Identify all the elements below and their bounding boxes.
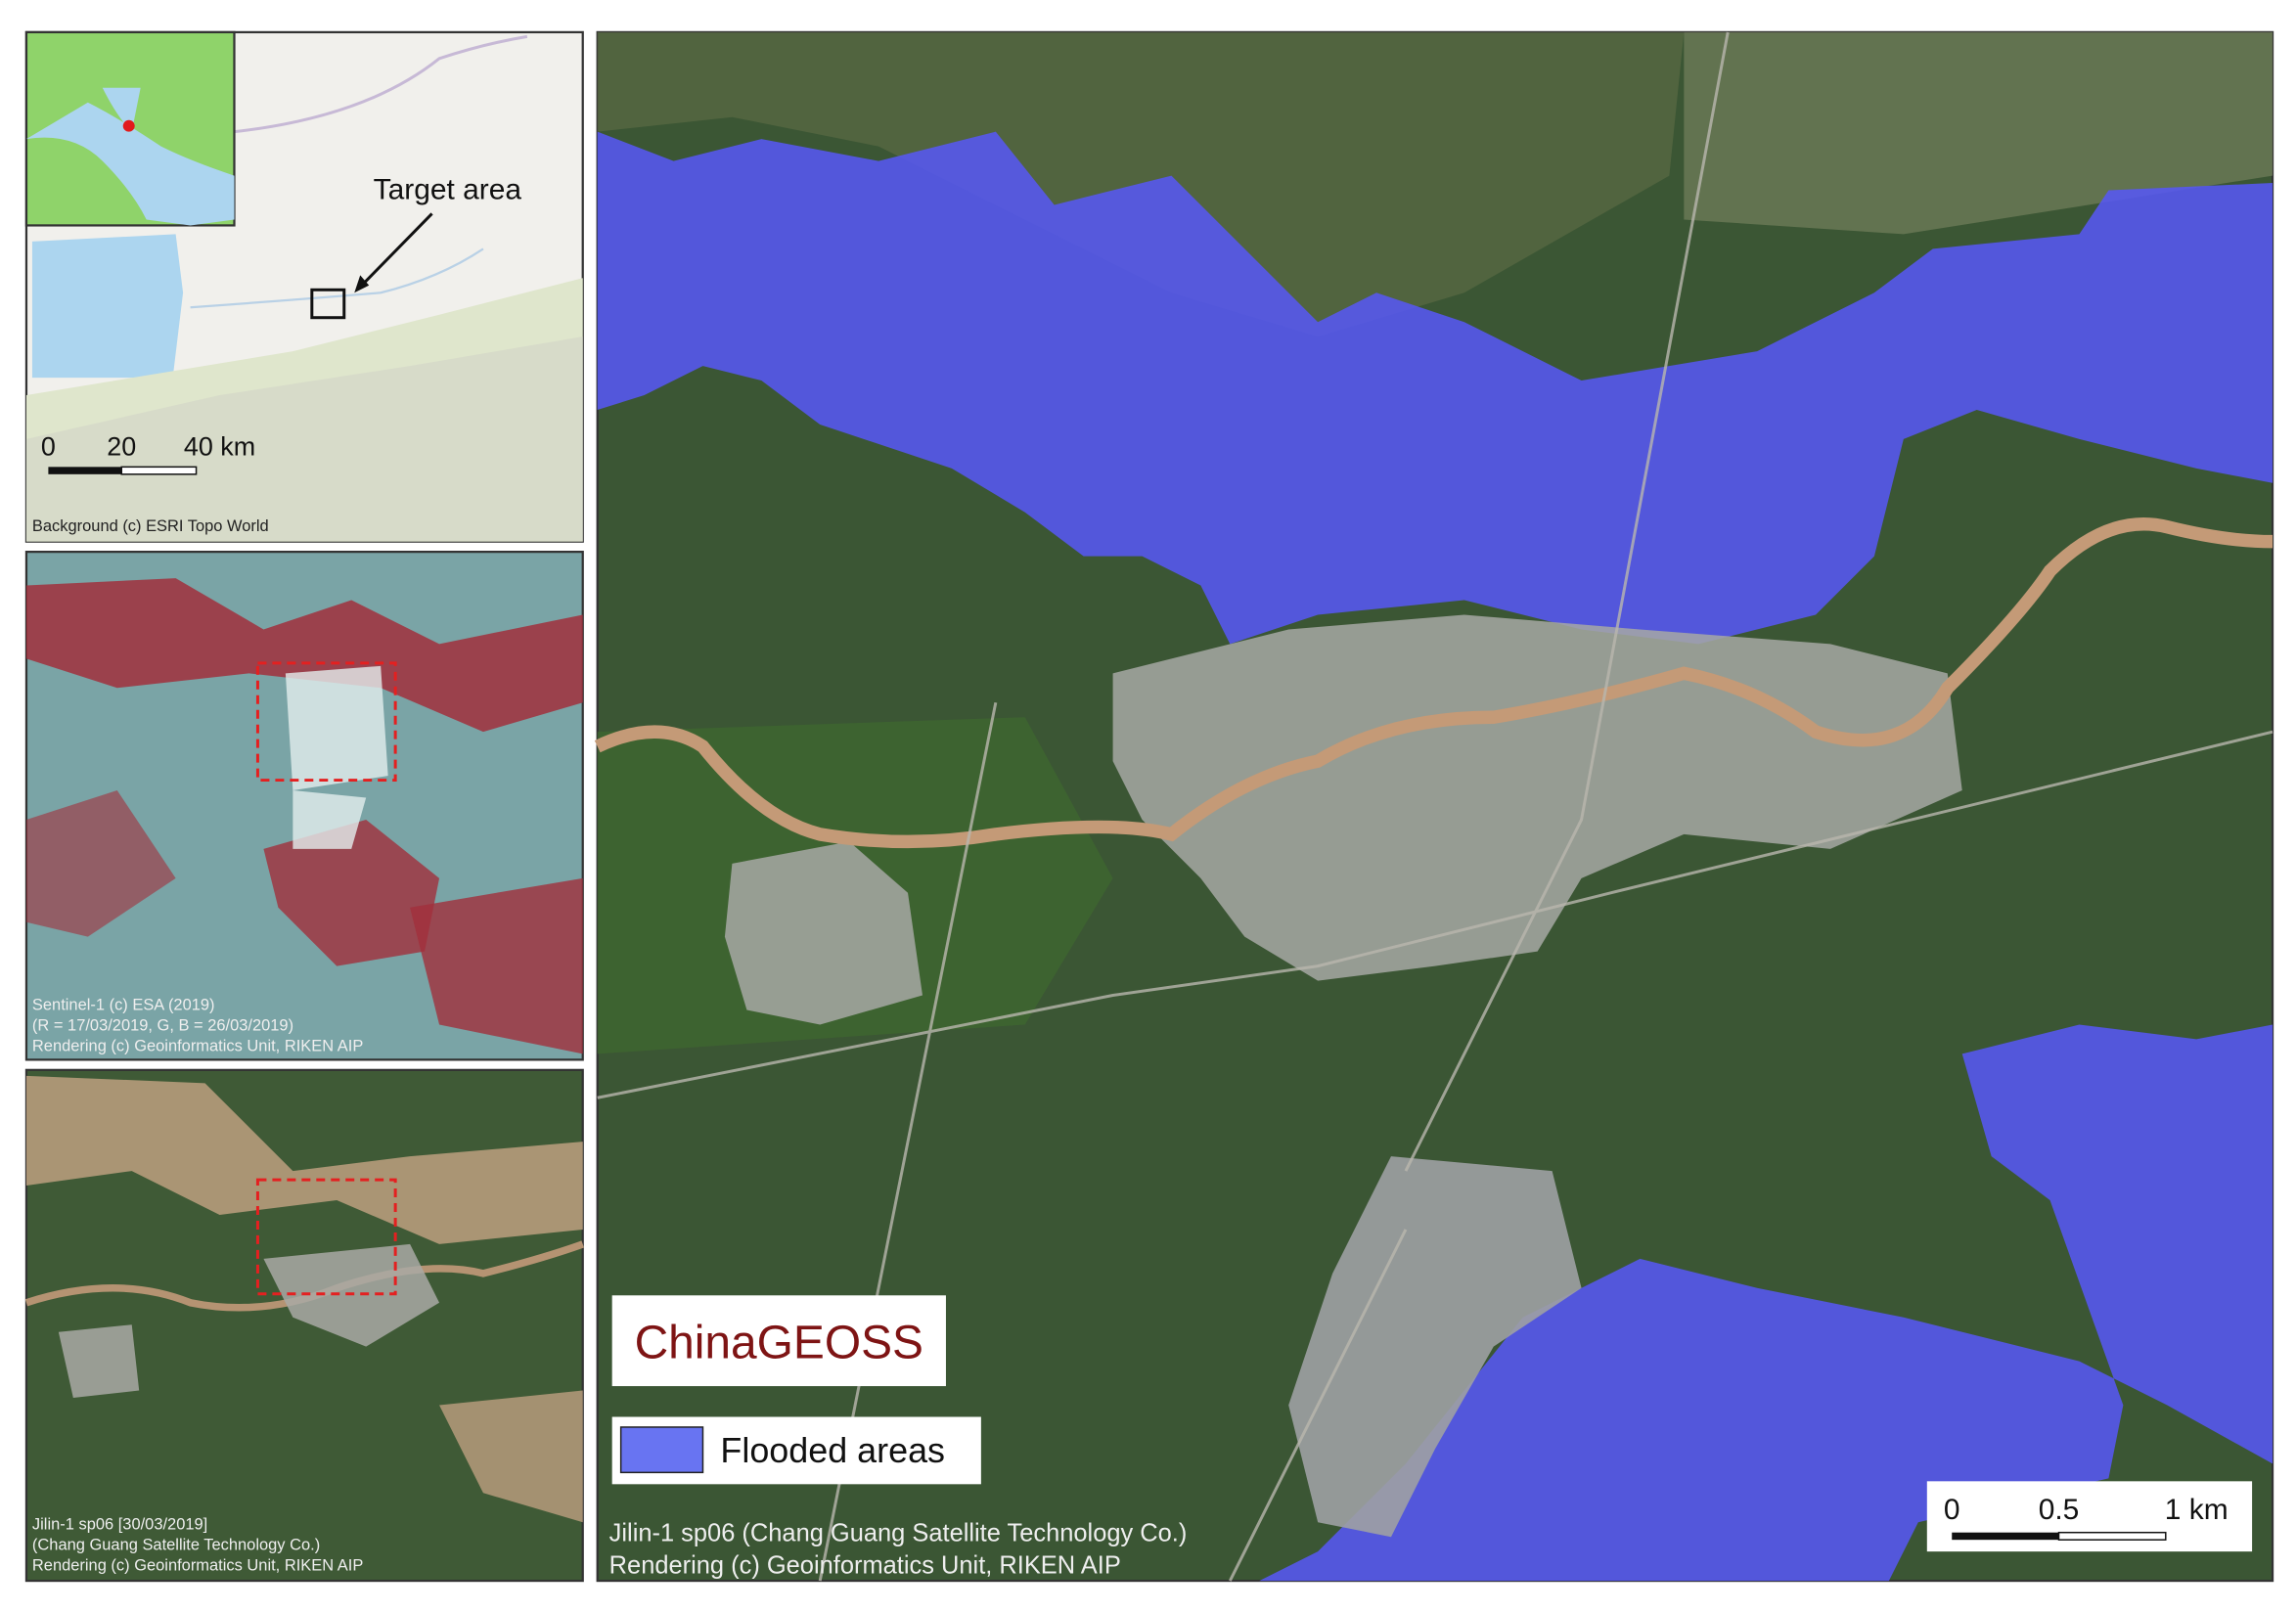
sentinel-panel: Sentinel-1 (c) ESA (2019) (R = 17/03/201…: [24, 551, 584, 1061]
credit: Rendering (c) Geoinformatics Unit, RIKEN…: [32, 1037, 363, 1054]
scale-label: 0: [1944, 1494, 1960, 1526]
main-panel: ChinaGEOSS Flooded areas 0 0.5 1 km Jili…: [594, 30, 2274, 1583]
arrow-head: [354, 275, 370, 293]
legend-swatch: [619, 1426, 704, 1474]
scale-bar: [2057, 1531, 2167, 1541]
scale-label: 40 km: [184, 431, 255, 461]
logo-box: [611, 1295, 946, 1387]
credit: Background (c) ESRI Topo World: [32, 517, 269, 535]
scale-label: 0.5: [2039, 1494, 2080, 1526]
jilin-panel: Jilin-1 sp06 [30/03/2019] (Chang Guang S…: [24, 1068, 584, 1583]
credit: Jilin-1 sp06 [30/03/2019]: [32, 1516, 207, 1534]
industrial-area: [1288, 1156, 1582, 1538]
target-arrow: [359, 212, 433, 289]
mountains: [25, 336, 583, 542]
credit: Rendering (c) Geoinformatics Unit, RIKEN…: [32, 1557, 363, 1575]
credit: (Chang Guang Satellite Technology Co.): [32, 1537, 320, 1554]
target-label: Target area: [374, 174, 522, 206]
flooded-area: [597, 131, 2273, 645]
town: [724, 841, 923, 1025]
flood-water: [25, 1075, 583, 1244]
river: [190, 247, 484, 309]
road: [597, 31, 2273, 1582]
scale-label: 0: [41, 431, 56, 461]
scale-label: 20: [107, 431, 136, 461]
location-dot: [122, 119, 135, 132]
focus-box: [255, 661, 397, 783]
dry-land: [1684, 31, 2273, 235]
red-patch: [410, 877, 583, 1054]
logo: ChinaGEOSS: [635, 1318, 923, 1369]
flooded-area: [1259, 1024, 2273, 1582]
scale-bar: [48, 467, 122, 474]
target-box: [310, 288, 346, 320]
river: [594, 517, 2273, 849]
sea: [31, 234, 184, 379]
credit: Sentinel-1 (c) ESA (2019): [32, 996, 215, 1013]
focus-box: [255, 1178, 397, 1296]
town: [58, 1243, 440, 1399]
credit: Rendering (c) Geoinformatics Unit, RIKEN…: [609, 1552, 1121, 1580]
red-patch: [263, 819, 440, 966]
flood-water: [439, 1390, 583, 1523]
town: [1112, 614, 1962, 981]
inset-sea: [25, 102, 235, 226]
border: [234, 34, 528, 134]
red-patch: [25, 578, 583, 733]
legend-label: Flooded areas: [720, 1430, 945, 1470]
credit: (R = 17/03/2019, G, B = 26/03/2019): [32, 1016, 293, 1034]
inset-panel: Target area 0 20 40 km Background (c) ES…: [24, 30, 584, 543]
bright-area: [285, 665, 388, 849]
scale-bar: [1952, 1532, 2059, 1541]
scale-bar: [120, 466, 198, 475]
red-patch: [25, 790, 176, 937]
scale-label: 1 km: [2165, 1494, 2228, 1526]
credit: Jilin-1 sp06 (Chang Guang Satellite Tech…: [609, 1520, 1188, 1547]
